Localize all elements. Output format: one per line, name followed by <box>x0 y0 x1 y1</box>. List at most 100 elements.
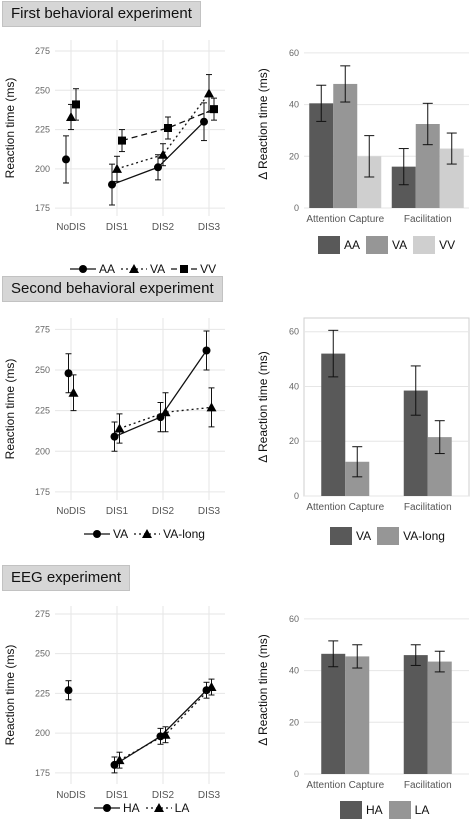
legend-swatch <box>413 236 436 254</box>
y-tick-label: 225 <box>35 125 50 135</box>
y-tick-label: 275 <box>35 609 50 619</box>
legend-label: VA <box>113 527 129 541</box>
x-tick-label: NoDIS <box>56 790 86 801</box>
legend-marker <box>84 530 110 538</box>
legend-label: VV <box>200 262 217 276</box>
data-point <box>68 387 79 397</box>
y-axis-label: Δ Reaction time (ms) <box>256 68 270 179</box>
x-tick-label: Attention Capture <box>306 502 384 513</box>
legend-item: VA <box>366 236 407 254</box>
line-chart-first: 175 200 225 250 275 NoDIS DIS1 DIS2 DIS3 Reaction… <box>3 40 225 233</box>
legend-item: VA <box>84 527 128 541</box>
legend-label: VA <box>150 262 166 276</box>
x-tick-label: DIS1 <box>106 506 129 517</box>
data-point <box>66 112 76 121</box>
legend-item: VA-long <box>377 527 445 545</box>
y-axis-label: Δ Reaction time (ms) <box>256 634 270 745</box>
y-tick-label: 60 <box>289 614 299 624</box>
y-tick-label: 225 <box>35 406 50 416</box>
bar <box>333 83 358 208</box>
y-tick-label: 40 <box>289 100 299 110</box>
legend-marker <box>94 804 120 812</box>
legend-item: LA <box>388 801 430 819</box>
data-point <box>118 136 126 145</box>
line-legend-second: VA VA-long <box>84 527 211 541</box>
legend-swatch <box>366 236 389 254</box>
x-tick-label: Facilitation <box>404 214 452 225</box>
data-point <box>64 686 73 695</box>
legend-marker <box>171 265 198 273</box>
bar-chart-first: 0 20 40 60 Δ Reaction time (ms) Attention Cap… <box>256 48 469 225</box>
y-tick-label: 250 <box>35 649 50 659</box>
data-point <box>110 432 119 441</box>
bar <box>403 655 428 774</box>
y-tick-label: 225 <box>35 688 50 698</box>
y-tick-label: 20 <box>289 436 299 446</box>
legend-label: LA <box>174 801 190 815</box>
legend-item: VV <box>171 262 216 276</box>
y-tick-label: 0 <box>294 769 299 779</box>
data-point <box>108 180 116 189</box>
data-point <box>112 163 122 173</box>
legend-marker <box>134 529 161 538</box>
legend-label: VA <box>356 529 372 543</box>
y-tick-label: 0 <box>294 491 299 501</box>
panel-title-eeg: EEG experiment <box>2 565 131 591</box>
y-tick-label: 40 <box>289 381 299 391</box>
legend-swatch <box>330 527 352 545</box>
legend-marker <box>145 803 172 812</box>
data-point <box>72 100 80 109</box>
x-tick-label: Attention Capture <box>306 214 384 225</box>
y-tick-label: 175 <box>35 487 50 497</box>
y-tick-label: 40 <box>289 666 299 676</box>
line-legend-eeg: HA LA <box>94 801 195 815</box>
legend-item: VA <box>330 527 371 545</box>
y-tick-label: 275 <box>35 324 50 334</box>
y-tick-label: 250 <box>35 365 50 375</box>
legend-marker <box>70 265 96 273</box>
series-line <box>119 686 212 761</box>
panel-title-second: Second behavioral experiment <box>2 276 223 302</box>
y-tick-label: 175 <box>35 203 50 213</box>
bar-chart-eeg: 0 20 40 60 Δ Reaction time (ms) Attention Cap… <box>256 614 469 791</box>
y-axis-label: Reaction time (ms) <box>3 78 17 179</box>
y-tick-label: 200 <box>35 164 50 174</box>
bar <box>427 661 452 774</box>
legend-label: AA <box>99 262 116 276</box>
legend-item: HA <box>94 801 140 815</box>
data-point <box>154 163 162 172</box>
bar <box>345 656 370 774</box>
data-point <box>160 407 171 417</box>
series-line <box>121 108 215 142</box>
legend-label: VA-long <box>403 529 445 543</box>
x-tick-label: NoDIS <box>56 506 86 517</box>
y-tick-label: 250 <box>35 85 50 95</box>
legend-label: VA-long <box>163 527 205 541</box>
bar-legend-first: AA VA VV <box>318 236 461 254</box>
legend-label: HA <box>366 803 383 817</box>
y-tick-label: 0 <box>294 203 299 213</box>
data-point <box>64 369 73 378</box>
legend-item: LA <box>145 801 190 815</box>
y-tick-label: 200 <box>35 446 50 456</box>
legend-item: VA-long <box>134 527 205 541</box>
y-axis-label: Reaction time (ms) <box>3 359 17 460</box>
data-point <box>204 88 214 98</box>
bar-chart-second: 0 20 40 60 Δ Reaction time (ms) Attention Cap… <box>256 317 470 513</box>
series-line <box>119 406 212 430</box>
x-tick-label: DIS1 <box>106 790 129 801</box>
x-tick-label: DIS1 <box>106 222 129 233</box>
legend-label: LA <box>414 803 430 817</box>
y-tick-label: 275 <box>35 46 50 56</box>
y-axis-label: Reaction time (ms) <box>3 645 17 746</box>
x-tick-label: Attention Capture <box>306 780 384 791</box>
data-point <box>158 149 168 159</box>
x-tick-label: DIS3 <box>198 506 221 517</box>
legend-label: AA <box>344 238 361 252</box>
x-tick-label: Facilitation <box>404 780 452 791</box>
y-tick-label: 175 <box>35 768 50 778</box>
line-chart-eeg: 175 200 225 250 275 NoDIS DIS1 DIS2 DIS3 Reaction… <box>3 606 225 801</box>
data-point <box>202 346 211 355</box>
series-line <box>116 93 210 170</box>
legend-label: VA <box>392 238 408 252</box>
